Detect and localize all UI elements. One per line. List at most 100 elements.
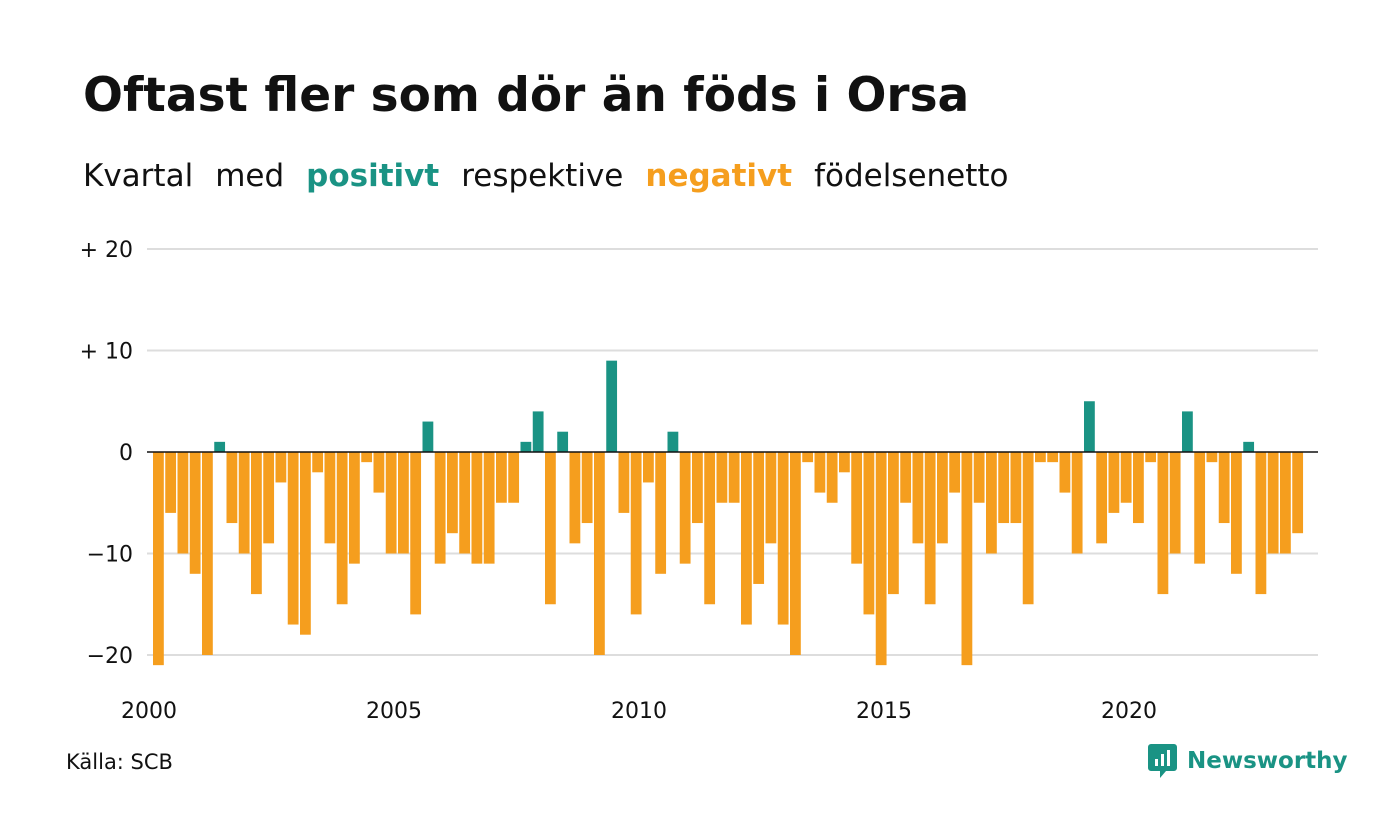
y-tick-label: + 20 (80, 238, 133, 263)
bar (961, 452, 973, 666)
bar (251, 452, 262, 595)
bar (1194, 452, 1206, 564)
bar (373, 452, 385, 493)
bar (177, 452, 189, 554)
y-tick-label: −20 (87, 644, 133, 669)
bar (1267, 452, 1279, 554)
bar (349, 452, 360, 564)
bar (986, 452, 997, 554)
y-tick-label: + 10 (80, 340, 133, 365)
bar (398, 452, 409, 554)
y-tick-label: 0 (119, 441, 133, 466)
bar (287, 452, 299, 625)
bar (336, 452, 348, 605)
bar (655, 452, 667, 574)
subtitle-positive: positivt (306, 158, 440, 194)
bar (924, 452, 936, 605)
bar (410, 452, 422, 615)
bar (300, 452, 311, 635)
bar (165, 452, 177, 513)
bar (790, 452, 801, 655)
bar (483, 452, 495, 564)
subtitle-word: födelsenetto (814, 158, 1009, 194)
bar (1255, 452, 1267, 595)
bar (1096, 452, 1108, 544)
source-note: Källa: SCB (66, 750, 173, 774)
bar (496, 452, 507, 503)
bar (667, 431, 679, 452)
newsworthy-logo-text: Newsworthy (1187, 748, 1348, 774)
bar (753, 452, 765, 584)
bar (238, 452, 250, 554)
x-tick-label: 2020 (1101, 699, 1157, 724)
bar (679, 452, 691, 564)
bar (202, 452, 213, 655)
bar (557, 431, 569, 452)
y-axis-labels: + 20 + 10 0 −10 −20 (80, 238, 133, 669)
bar (949, 452, 961, 493)
x-axis-labels: 2000 2005 2010 2015 2020 (121, 699, 1157, 724)
bar (581, 452, 593, 524)
bar (324, 452, 336, 544)
bar (1120, 452, 1132, 503)
bar (973, 452, 985, 503)
bar (434, 452, 446, 564)
bar (1035, 452, 1046, 463)
bar (361, 452, 373, 463)
chart-subtitle: Kvartal med positivt respektive negativt föde… (83, 158, 1031, 194)
bar (814, 452, 826, 493)
bar (839, 452, 850, 473)
bar (741, 452, 752, 625)
bar (422, 421, 434, 452)
bar (716, 452, 728, 503)
bar (1059, 452, 1071, 493)
bar (802, 452, 814, 463)
bar (937, 452, 948, 544)
bar (1292, 452, 1304, 534)
bar (471, 452, 483, 564)
subtitle-negative: negativt (645, 158, 793, 194)
bar (888, 452, 899, 595)
bar (1182, 411, 1193, 452)
bar (1206, 452, 1218, 463)
subtitle-word: med (215, 158, 285, 194)
bar (447, 452, 458, 534)
bar (226, 452, 238, 524)
bar (643, 452, 654, 483)
bar (777, 452, 789, 625)
bar (153, 452, 164, 666)
bar (765, 452, 777, 544)
bar (594, 452, 605, 655)
x-tick-label: 2010 (611, 699, 667, 724)
bar (1010, 452, 1022, 524)
bar (569, 452, 581, 544)
bar (1243, 441, 1255, 452)
subtitle-word: Kvartal (83, 158, 194, 194)
bar (1145, 452, 1157, 463)
bar (704, 452, 716, 605)
bar (912, 452, 924, 544)
bar (520, 441, 532, 452)
x-tick-label: 2015 (856, 699, 912, 724)
bar (385, 452, 397, 554)
bar (1169, 452, 1181, 554)
newsworthy-logo[interactable]: Newsworthy (1148, 744, 1348, 778)
bar (826, 452, 838, 503)
bar (998, 452, 1010, 524)
bar (863, 452, 875, 615)
bar (900, 452, 912, 503)
bar (1022, 452, 1034, 605)
bar (630, 452, 642, 615)
bar (875, 452, 887, 666)
x-tick-label: 2005 (366, 699, 422, 724)
bar (1084, 401, 1095, 452)
bar (189, 452, 201, 574)
bar (1047, 452, 1059, 463)
bar (312, 452, 324, 473)
bar (508, 452, 520, 503)
bar (214, 441, 226, 452)
bar (1108, 452, 1120, 513)
subtitle-word: respektive (461, 158, 624, 194)
newsworthy-logo-icon (1148, 744, 1177, 778)
